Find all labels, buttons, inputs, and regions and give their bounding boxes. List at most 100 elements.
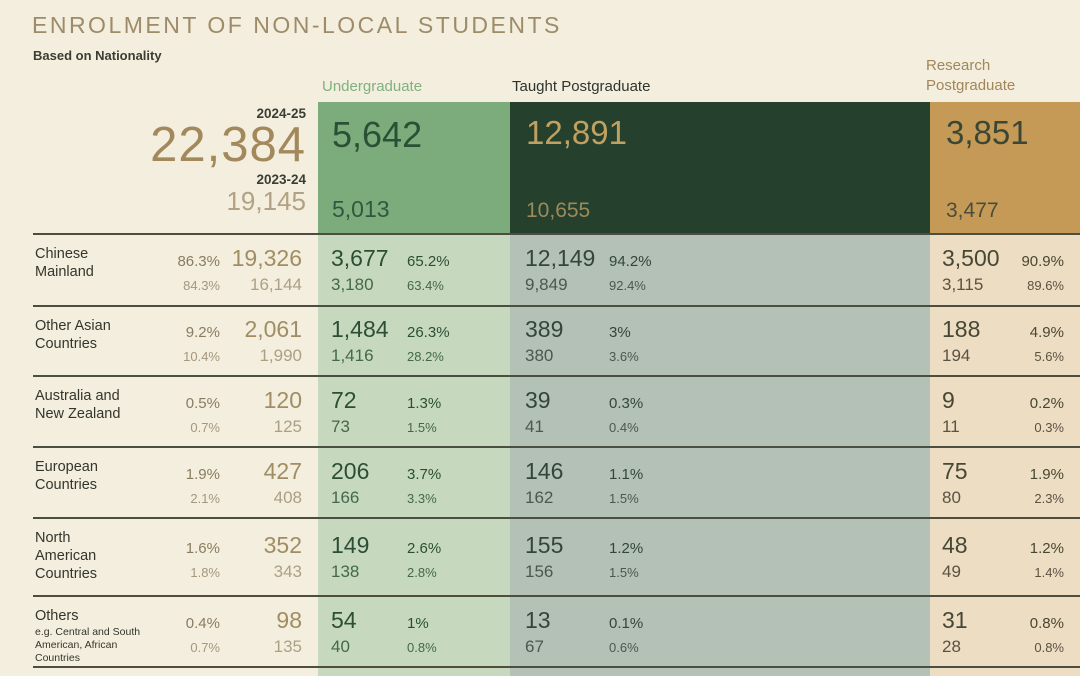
tpg-pct-previous: 0.6%	[609, 639, 639, 655]
tpg-count-current: 12,149	[525, 245, 596, 271]
rpg-count-current: 48	[942, 532, 968, 558]
total-cell: Australia and New Zealand 0.5% 120 0.7% …	[0, 377, 318, 446]
tpg-pct-previous: 1.5%	[609, 490, 639, 506]
total-count-previous: 125	[273, 416, 302, 436]
ug-pct-previous: 63.4%	[407, 278, 444, 293]
page-title: ENROLMENT OF NON-LOCAL STUDENTS	[32, 12, 562, 38]
column-label-taught-postgraduate: Taught Postgraduate	[512, 78, 651, 95]
research-postgraduate-total-previous: 3,477	[946, 199, 999, 222]
rpg-pct-current: 1.9%	[1029, 465, 1064, 483]
total-count-current: 98	[276, 606, 302, 633]
ug-pct-previous: 3.3%	[407, 490, 437, 506]
ug-count-current: 206	[331, 457, 370, 484]
rpg-pct-current: 90.9%	[1021, 253, 1064, 270]
rpg-count-previous: 28	[942, 636, 961, 656]
ug-pct-current: 1.3%	[407, 394, 442, 412]
total-count-current: 427	[263, 457, 302, 484]
table-row: North American Countries 1.6% 352 1.8% 3…	[0, 519, 1080, 597]
ug-count-current: 3,677	[331, 245, 389, 271]
grand-total-block: 2024-25 22,384 2023-24 19,145	[0, 102, 318, 233]
ug-pct-current: 65.2%	[407, 253, 450, 270]
tpg-count-previous: 9,849	[525, 275, 568, 294]
ug-pct-current: 2.6%	[407, 540, 442, 557]
tpg-count-previous: 156	[525, 562, 554, 581]
year-current-label: 2024-25	[256, 106, 306, 121]
nationality-table: Chinese Mainland 86.3% 19,326 84.3% 16,1…	[0, 233, 1080, 676]
rpg-pct-current: 0.8%	[1029, 614, 1064, 632]
rpg-count-current: 188	[942, 316, 981, 342]
undergraduate-total-block: 5,642 5,013	[318, 102, 510, 233]
nationality-label: Australia and New Zealand	[35, 388, 121, 422]
tpg-pct-current: 1.2%	[609, 540, 644, 557]
ug-count-previous: 73	[331, 416, 350, 436]
ug-pct-previous: 28.2%	[407, 349, 444, 364]
ug-count-previous: 3,180	[331, 275, 374, 294]
nationality-label: Chinese Mainland	[35, 246, 94, 280]
nationality: Others e.g. Central and South American, …	[35, 597, 142, 666]
total-values: 86.3% 19,326 84.3% 16,144	[142, 235, 302, 305]
research-postgraduate-cell: 31 0.8% 28 0.8%	[930, 597, 1080, 666]
taught-postgraduate-cell: 389 3% 380 3.6%	[510, 307, 930, 375]
tpg-count-current: 155	[525, 532, 564, 558]
taught-postgraduate-cell: 155 1.2% 156 1.5%	[510, 519, 930, 595]
total-values: 0.5% 120 0.7% 125	[142, 377, 302, 446]
rpg-count-current: 9	[942, 386, 955, 413]
tpg-pct-previous: 3.6%	[609, 349, 639, 364]
nationality-label: Other Asian Countries	[35, 318, 111, 352]
research-postgraduate-cell	[930, 668, 1080, 676]
rpg-pct-current: 1.2%	[1029, 540, 1064, 557]
nationality-note: e.g. Central and South American, African…	[35, 626, 141, 664]
rpg-count-previous: 11	[942, 416, 960, 436]
tpg-pct-current: 94.2%	[609, 253, 652, 270]
research-postgraduate-cell: 48 1.2% 49 1.4%	[930, 519, 1080, 595]
undergraduate-cell: 1,484 26.3% 1,416 28.2%	[318, 307, 510, 375]
rpg-pct-previous: 1.4%	[1034, 565, 1064, 580]
ug-pct-previous: 1.5%	[407, 419, 437, 435]
year-previous-label: 2023-24	[256, 171, 306, 187]
table-row: Australia and New Zealand 0.5% 120 0.7% …	[0, 377, 1080, 448]
total-cell: Other Asian Countries 9.2% 2,061 10.4% 1…	[0, 307, 318, 375]
total-pct-current: 0.5%	[185, 394, 220, 412]
rpg-count-current: 31	[942, 606, 968, 633]
nationality: North American Countries	[35, 519, 142, 595]
total-pct-previous: 2.1%	[190, 490, 220, 506]
tpg-pct-previous: 0.4%	[609, 419, 639, 435]
ug-pct-current: 26.3%	[407, 324, 450, 341]
ug-count-current: 149	[331, 532, 370, 558]
total-pct-current: 1.6%	[185, 540, 220, 557]
undergraduate-cell: 72 1.3% 73 1.5%	[318, 377, 510, 446]
rpg-pct-previous: 0.3%	[1034, 419, 1064, 435]
tpg-count-previous: 41	[525, 416, 544, 436]
tpg-count-previous: 162	[525, 487, 554, 507]
ug-count-previous: 1,416	[331, 346, 374, 365]
rpg-pct-previous: 2.3%	[1034, 490, 1064, 506]
taught-postgraduate-total-previous: 10,655	[526, 199, 591, 222]
table-row: Chinese Mainland 86.3% 19,326 84.3% 16,1…	[0, 235, 1080, 307]
total-count-previous: 408	[273, 487, 302, 507]
rpg-count-current: 3,500	[942, 245, 1000, 271]
table-row: Others e.g. Central and South American, …	[0, 597, 1080, 668]
tpg-count-current: 389	[525, 316, 564, 342]
total-pct-current: 1.9%	[185, 465, 220, 483]
total-count-previous: 1,990	[259, 346, 302, 365]
ug-pct-current: 1%	[407, 614, 429, 632]
taught-postgraduate-cell: 39 0.3% 41 0.4%	[510, 377, 930, 446]
total-pct-previous: 0.7%	[190, 639, 220, 655]
total-cell: North American Countries 1.6% 352 1.8% 3…	[0, 519, 318, 595]
total-pct-current: 9.2%	[185, 324, 220, 341]
total-count-previous: 16,144	[250, 275, 302, 294]
nationality: European Countries	[35, 448, 142, 517]
nationality: Australia and New Zealand	[35, 377, 142, 446]
research-postgraduate-total-block: 3,851 3,477	[930, 102, 1080, 233]
ug-pct-previous: 2.8%	[407, 565, 437, 580]
undergraduate-cell: 54 1% 40 0.8%	[318, 597, 510, 666]
total-cell: Others e.g. Central and South American, …	[0, 597, 318, 666]
total-pct-current: 0.4%	[185, 614, 220, 632]
tpg-pct-current: 1.1%	[609, 465, 644, 483]
rpg-count-previous: 194	[942, 346, 971, 365]
tpg-pct-current: 3%	[609, 324, 631, 341]
tpg-count-previous: 67	[525, 636, 544, 656]
research-postgraduate-cell: 9 0.2% 11 0.3%	[930, 377, 1080, 446]
column-label-research-postgraduate: Research Postgraduate	[926, 57, 1016, 94]
